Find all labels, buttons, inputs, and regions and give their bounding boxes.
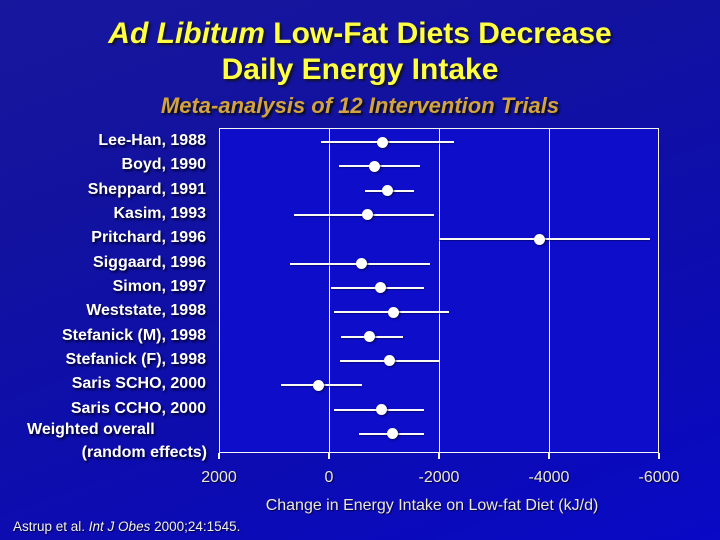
study-label-line1: Weighted overall xyxy=(27,420,155,438)
study-label: Saris CCHO, 2000 xyxy=(70,399,206,417)
citation: Astrup et al. Int J Obes 2000;24:1545. xyxy=(13,519,240,535)
axis-tick-label: 0 xyxy=(324,469,334,486)
study-label: Boyd, 1990 xyxy=(121,156,206,174)
study-label: Pritchard, 1996 xyxy=(91,229,206,247)
data-point xyxy=(376,136,388,148)
title-rest-part: Low-Fat Diets Decrease xyxy=(264,17,612,50)
study-label: Weighted overall (random effects) xyxy=(27,418,207,465)
data-point xyxy=(383,355,395,367)
x-axis-label: Change in Energy Intake on Low-fat Diet … xyxy=(265,497,599,514)
axis-tick-label: -2000 xyxy=(418,469,460,486)
axis-tick xyxy=(218,453,220,459)
data-point xyxy=(387,306,399,318)
axis-tick xyxy=(658,453,660,459)
slide-subtitle: Meta-analysis of 12 Intervention Trials xyxy=(160,93,560,118)
gridline-0 xyxy=(328,129,330,452)
data-point xyxy=(534,233,546,245)
data-point xyxy=(363,331,375,343)
slide-title: Ad Libitum Low-Fat Diets Decrease Daily … xyxy=(0,16,720,88)
citation-prefix: Astrup et al. xyxy=(13,519,89,534)
citation-journal: Int J Obes xyxy=(88,519,151,534)
study-label: Siggaard, 1996 xyxy=(93,253,206,271)
study-label: Stefanick (F), 1998 xyxy=(65,350,207,368)
axis-tick-label: 2000 xyxy=(201,469,237,486)
plot-area xyxy=(219,128,659,453)
study-label: Stefanick (M), 1998 xyxy=(61,326,206,344)
data-point xyxy=(362,209,374,221)
data-point xyxy=(374,282,386,294)
title-line1: Ad Libitum Low-Fat Diets Decrease xyxy=(108,17,611,50)
axis-tick xyxy=(328,453,330,459)
study-label: Simon, 1997 xyxy=(112,277,206,295)
gridline--4000 xyxy=(548,129,550,452)
data-point xyxy=(368,160,380,172)
study-label: Saris SCHO, 2000 xyxy=(71,375,206,393)
study-label: Weststate, 1998 xyxy=(86,302,206,320)
axis-tick-label: -6000 xyxy=(638,469,680,486)
study-label: Kasim, 1993 xyxy=(113,204,206,222)
title-line2: Daily Energy Intake xyxy=(221,53,499,86)
title-italic-part: Ad Libitum xyxy=(108,17,265,50)
data-point xyxy=(356,258,368,270)
data-point xyxy=(375,404,387,416)
gridline--2000 xyxy=(438,129,440,452)
study-label-line2: (random effects) xyxy=(81,444,207,462)
study-label: Sheppard, 1991 xyxy=(87,180,206,198)
axis-tick-label: -4000 xyxy=(528,469,570,486)
study-label: Lee-Han, 1988 xyxy=(98,132,206,149)
axis-tick xyxy=(438,453,440,459)
data-point xyxy=(381,185,393,197)
axis-tick xyxy=(548,453,550,459)
citation-suffix: 2000;24:1545. xyxy=(150,519,241,534)
data-point xyxy=(386,428,398,440)
data-point xyxy=(312,379,324,391)
